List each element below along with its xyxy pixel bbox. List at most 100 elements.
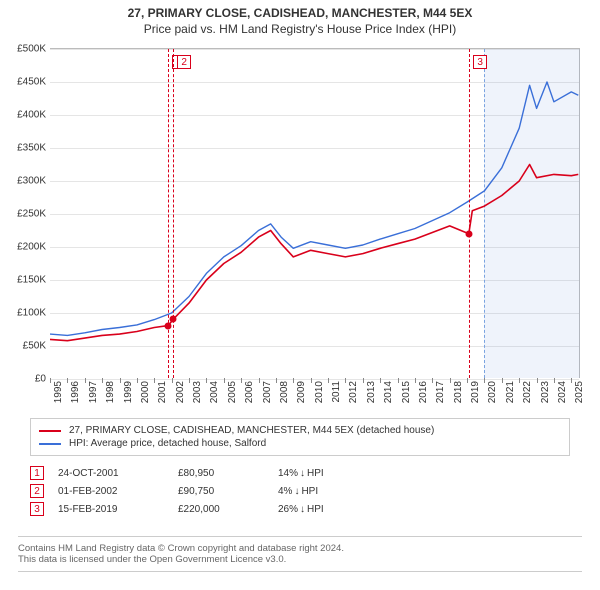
- sale-diff-pct: 26%: [278, 504, 298, 515]
- x-tick-label: 2011: [331, 381, 342, 411]
- y-tick-label: £250K: [2, 209, 46, 220]
- arrow-down-icon: ↓: [294, 486, 299, 497]
- sale-diff-pct: 14%: [278, 468, 298, 479]
- x-tick-label: 1999: [123, 381, 134, 411]
- x-tick-label: 2010: [314, 381, 325, 411]
- x-tick-label: 1997: [88, 381, 99, 411]
- sale-diff-label: HPI: [307, 468, 324, 479]
- sale-marker-line: [173, 49, 174, 378]
- sale-price: £220,000: [178, 504, 278, 515]
- y-tick-label: £200K: [2, 242, 46, 253]
- arrow-down-icon: ↓: [300, 468, 305, 479]
- footer-line-1: Contains HM Land Registry data © Crown c…: [18, 543, 582, 554]
- x-tick-mark: [276, 378, 277, 383]
- title-line-1: 27, PRIMARY CLOSE, CADISHEAD, MANCHESTER…: [0, 6, 600, 20]
- x-tick-mark: [484, 378, 485, 383]
- x-tick-mark: [50, 378, 51, 383]
- x-tick-label: 2003: [192, 381, 203, 411]
- x-tick-mark: [137, 378, 138, 383]
- y-tick-label: £350K: [2, 143, 46, 154]
- sale-price: £90,750: [178, 486, 278, 497]
- legend: 27, PRIMARY CLOSE, CADISHEAD, MANCHESTER…: [30, 418, 570, 456]
- x-tick-mark: [328, 378, 329, 383]
- x-tick-mark: [259, 378, 260, 383]
- sale-number-box: 1: [30, 466, 44, 480]
- sale-diff: 4%↓ HPI: [278, 486, 318, 497]
- x-tick-mark: [537, 378, 538, 383]
- y-tick-label: £100K: [2, 308, 46, 319]
- x-tick-label: 2013: [366, 381, 377, 411]
- sale-date: 01-FEB-2002: [58, 486, 178, 497]
- x-tick-mark: [120, 378, 121, 383]
- series-svg: [50, 49, 580, 379]
- gridline: [50, 379, 579, 380]
- x-tick-mark: [293, 378, 294, 383]
- footer: Contains HM Land Registry data © Crown c…: [18, 536, 582, 572]
- sale-marker-box: 2: [177, 55, 191, 69]
- x-tick-mark: [398, 378, 399, 383]
- x-tick-mark: [450, 378, 451, 383]
- sale-row: 124-OCT-2001£80,95014%↓ HPI: [30, 466, 570, 480]
- sale-marker-box: 3: [473, 55, 487, 69]
- x-tick-label: 2023: [540, 381, 551, 411]
- sale-diff-label: HPI: [301, 486, 318, 497]
- x-tick-mark: [241, 378, 242, 383]
- x-tick-label: 2005: [227, 381, 238, 411]
- y-tick-label: £300K: [2, 176, 46, 187]
- x-tick-mark: [380, 378, 381, 383]
- x-tick-label: 2019: [470, 381, 481, 411]
- x-tick-mark: [85, 378, 86, 383]
- x-tick-label: 1996: [70, 381, 81, 411]
- sale-marker-dot: [165, 322, 172, 329]
- legend-swatch: [39, 430, 61, 432]
- sale-marker-line: [469, 49, 470, 378]
- x-tick-label: 2021: [505, 381, 516, 411]
- titles: 27, PRIMARY CLOSE, CADISHEAD, MANCHESTER…: [0, 0, 600, 36]
- x-tick-mark: [206, 378, 207, 383]
- y-tick-label: £500K: [2, 44, 46, 55]
- x-axis: 1995199619971998199920002001200220032004…: [50, 378, 580, 379]
- x-tick-mark: [432, 378, 433, 383]
- sale-row: 315-FEB-2019£220,00026%↓ HPI: [30, 502, 570, 516]
- sales-list: 124-OCT-2001£80,95014%↓ HPI201-FEB-2002£…: [30, 462, 570, 520]
- sale-number-box: 3: [30, 502, 44, 516]
- sale-diff: 14%↓ HPI: [278, 468, 324, 479]
- x-tick-label: 2016: [418, 381, 429, 411]
- x-tick-label: 2015: [401, 381, 412, 411]
- sale-date: 15-FEB-2019: [58, 504, 178, 515]
- plot-area: £0£50K£100K£150K£200K£250K£300K£350K£400…: [50, 48, 580, 378]
- x-tick-mark: [311, 378, 312, 383]
- x-tick-label: 2009: [296, 381, 307, 411]
- y-tick-label: £400K: [2, 110, 46, 121]
- x-tick-mark: [415, 378, 416, 383]
- sale-diff-pct: 4%: [278, 486, 292, 497]
- series-price_paid: [50, 165, 578, 341]
- x-tick-label: 2014: [383, 381, 394, 411]
- title-line-2: Price paid vs. HM Land Registry's House …: [0, 22, 600, 36]
- sale-row: 201-FEB-2002£90,7504%↓ HPI: [30, 484, 570, 498]
- x-tick-label: 1998: [105, 381, 116, 411]
- x-tick-label: 2006: [244, 381, 255, 411]
- x-tick-mark: [189, 378, 190, 383]
- sale-marker-dot: [170, 316, 177, 323]
- x-tick-label: 2018: [453, 381, 464, 411]
- x-tick-label: 2001: [157, 381, 168, 411]
- arrow-down-icon: ↓: [300, 504, 305, 515]
- x-tick-mark: [154, 378, 155, 383]
- legend-label: HPI: Average price, detached house, Salf…: [69, 438, 266, 449]
- legend-label: 27, PRIMARY CLOSE, CADISHEAD, MANCHESTER…: [69, 425, 434, 436]
- x-tick-label: 2008: [279, 381, 290, 411]
- sale-date: 24-OCT-2001: [58, 468, 178, 479]
- series-hpi: [50, 82, 578, 335]
- x-tick-label: 1995: [53, 381, 64, 411]
- x-tick-mark: [363, 378, 364, 383]
- x-tick-label: 2002: [175, 381, 186, 411]
- x-tick-mark: [172, 378, 173, 383]
- y-tick-label: £0: [2, 374, 46, 385]
- x-tick-label: 2012: [348, 381, 359, 411]
- x-tick-mark: [519, 378, 520, 383]
- x-tick-label: 2017: [435, 381, 446, 411]
- legend-row: 27, PRIMARY CLOSE, CADISHEAD, MANCHESTER…: [39, 425, 561, 436]
- chart-container: 27, PRIMARY CLOSE, CADISHEAD, MANCHESTER…: [0, 0, 600, 590]
- x-tick-mark: [345, 378, 346, 383]
